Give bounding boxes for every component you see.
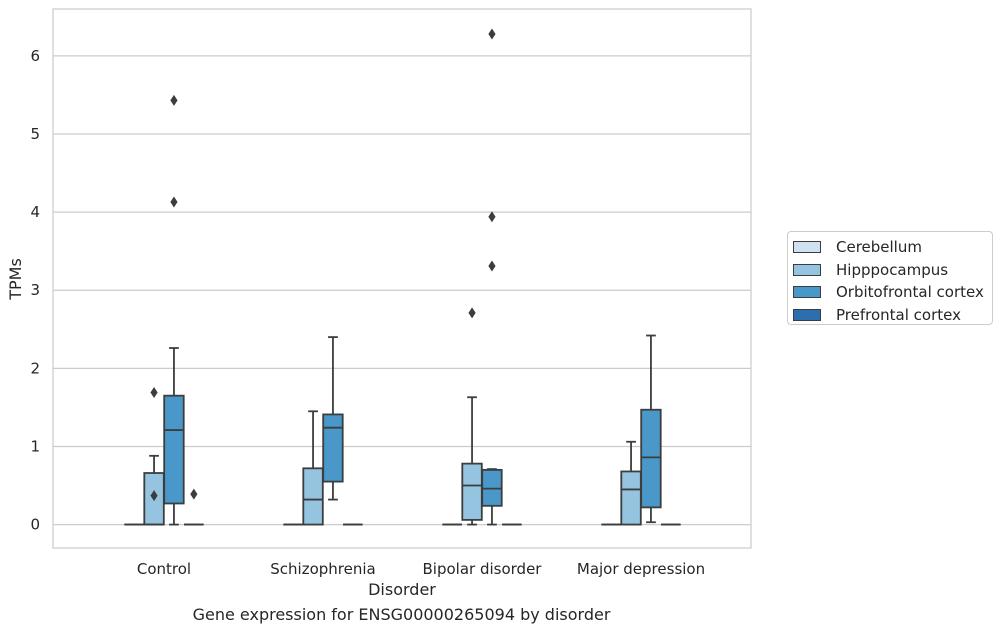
x-axis-title: Disorder [368, 580, 436, 599]
legend: Cerebellum Hipppocampus Orbitofrontal co… [787, 231, 993, 325]
chart-caption: Gene expression for ENSG00000265094 by d… [192, 605, 611, 624]
x-tick-label: Schizophrenia [270, 560, 375, 578]
legend-item-hippocampus: Hipppocampus [788, 259, 992, 282]
legend-item-orbitofrontal-cortex: Orbitofrontal cortex [788, 281, 992, 304]
box-orbitofrontal-cortex [322, 336, 344, 501]
box-body [163, 394, 185, 505]
box-orbitofrontal-cortex [640, 334, 662, 524]
box-body [322, 413, 344, 483]
outlier-point [170, 94, 178, 106]
box-hipppocampus [302, 410, 324, 526]
outlier-point [190, 488, 198, 500]
outlier-point [170, 196, 178, 208]
legend-swatch [793, 308, 821, 321]
box-prefrontal-cortex [184, 488, 204, 526]
outlier-point [150, 490, 158, 502]
outlier-point [468, 307, 476, 319]
box-orbitofrontal-cortex [163, 94, 185, 526]
legend-label: Prefrontal cortex [836, 305, 961, 324]
legend-swatch [793, 263, 821, 276]
y-tick-label: 2 [30, 359, 40, 377]
y-tick-label: 1 [30, 437, 40, 455]
legend-label: Cerebellum [836, 238, 922, 257]
box-hipppocampus [620, 440, 642, 526]
x-tick-labels: Control Schizophrenia Bipolar disorder Majo… [137, 560, 705, 578]
box-orbitofrontal-cortex [481, 28, 503, 526]
legend-swatch [793, 286, 821, 299]
y-tick-label: 4 [30, 203, 40, 221]
y-tick-labels: 0 1 2 3 4 5 6 [30, 47, 40, 534]
outlier-point [488, 28, 496, 40]
box-body [302, 467, 324, 526]
legend-label: Hipppocampus [836, 260, 949, 279]
y-tick-label: 6 [30, 47, 40, 65]
y-tick-label: 0 [30, 516, 40, 534]
legend-item-cerebellum: Cerebellum [788, 236, 992, 259]
legend-label: Orbitofrontal cortex [836, 283, 984, 302]
y-axis-title: TPMs [6, 258, 25, 301]
box-body [461, 462, 483, 521]
x-tick-label: Control [137, 560, 191, 578]
y-tick-label: 3 [30, 281, 40, 299]
legend-swatch [793, 241, 821, 254]
box-body [640, 408, 662, 509]
box-body [620, 470, 642, 526]
box-series [124, 28, 681, 526]
outlier-point [488, 211, 496, 223]
outlier-point [150, 387, 158, 399]
x-tick-label: Major depression [577, 560, 705, 578]
legend-item-prefrontal-cortex: Prefrontal cortex [788, 304, 992, 327]
outlier-point [488, 260, 496, 272]
y-tick-label: 5 [30, 125, 40, 143]
x-tick-label: Bipolar disorder [423, 560, 543, 578]
